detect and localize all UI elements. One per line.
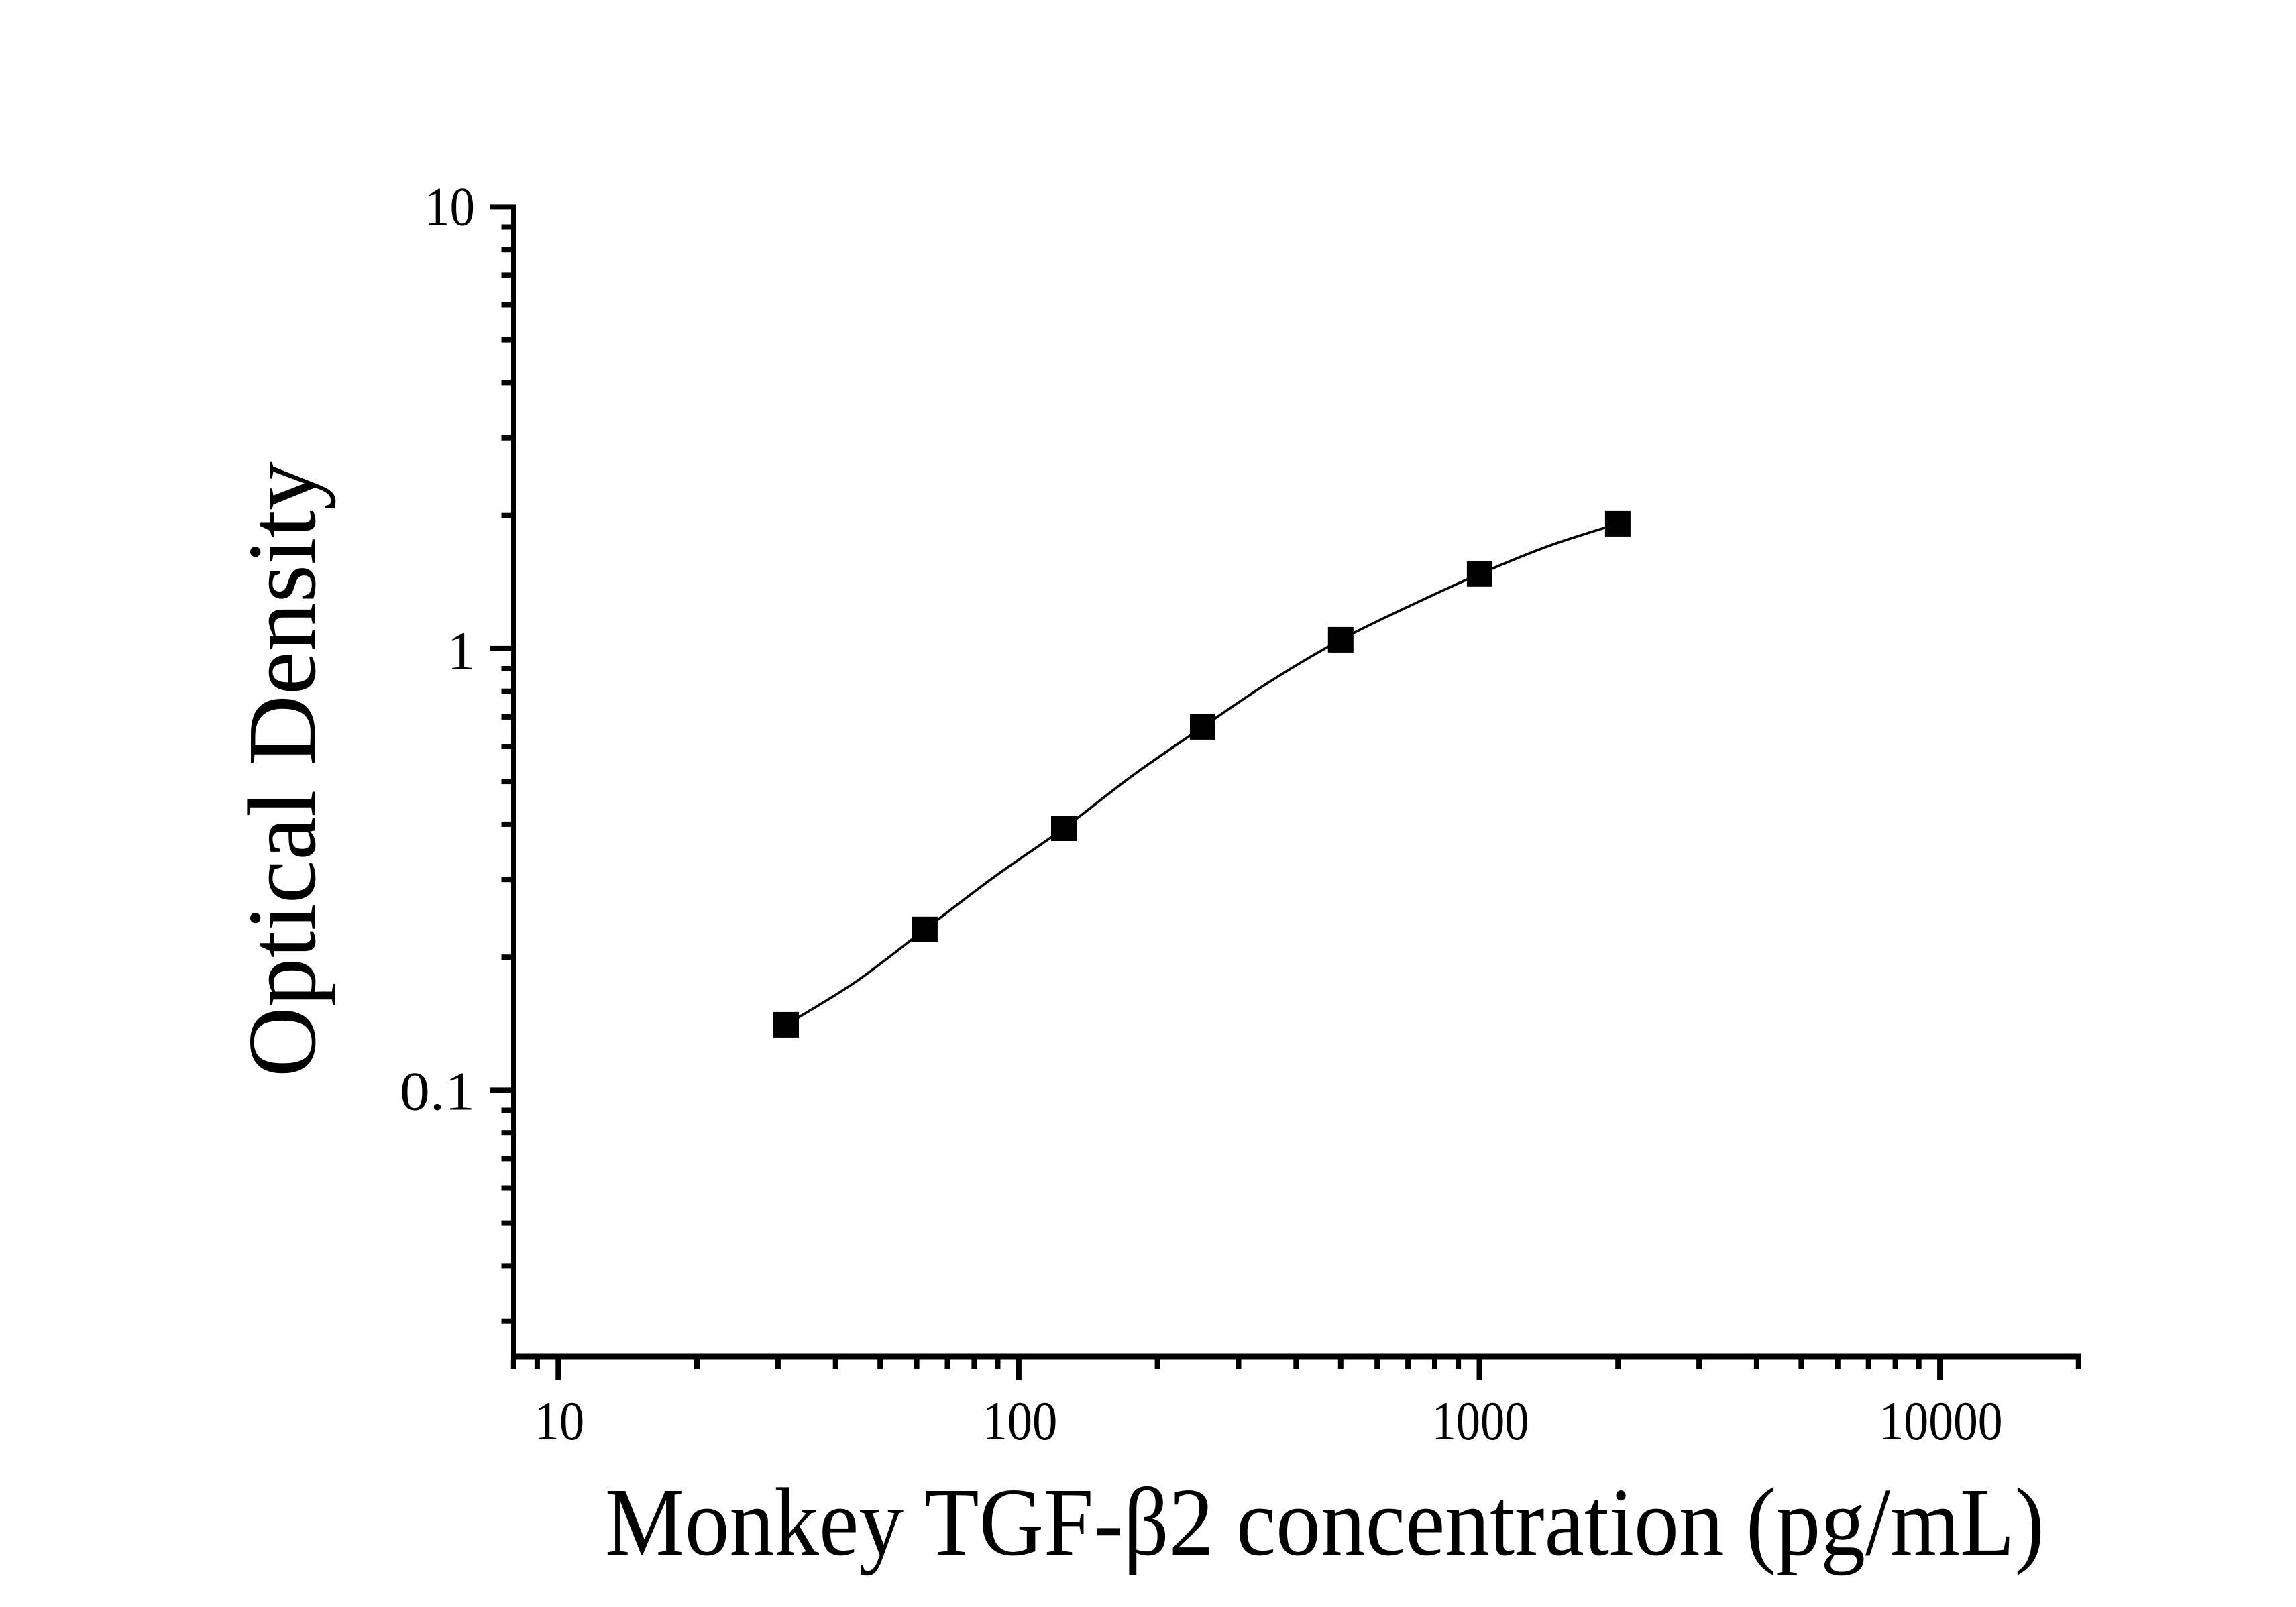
svg-text:10: 10 [534,1390,584,1451]
svg-text:0.1: 0.1 [400,1061,475,1122]
svg-text:1000: 1000 [1432,1390,1529,1451]
svg-text:10: 10 [425,176,475,237]
svg-text:Monkey TGF-β2 concentration (p: Monkey TGF-β2 concentration (pg/mL) [605,1469,2044,1576]
svg-text:Optical Density: Optical Density [229,461,336,1077]
svg-text:10000: 10000 [1879,1390,2003,1451]
svg-text:1: 1 [447,620,475,681]
svg-text:100: 100 [982,1390,1057,1451]
